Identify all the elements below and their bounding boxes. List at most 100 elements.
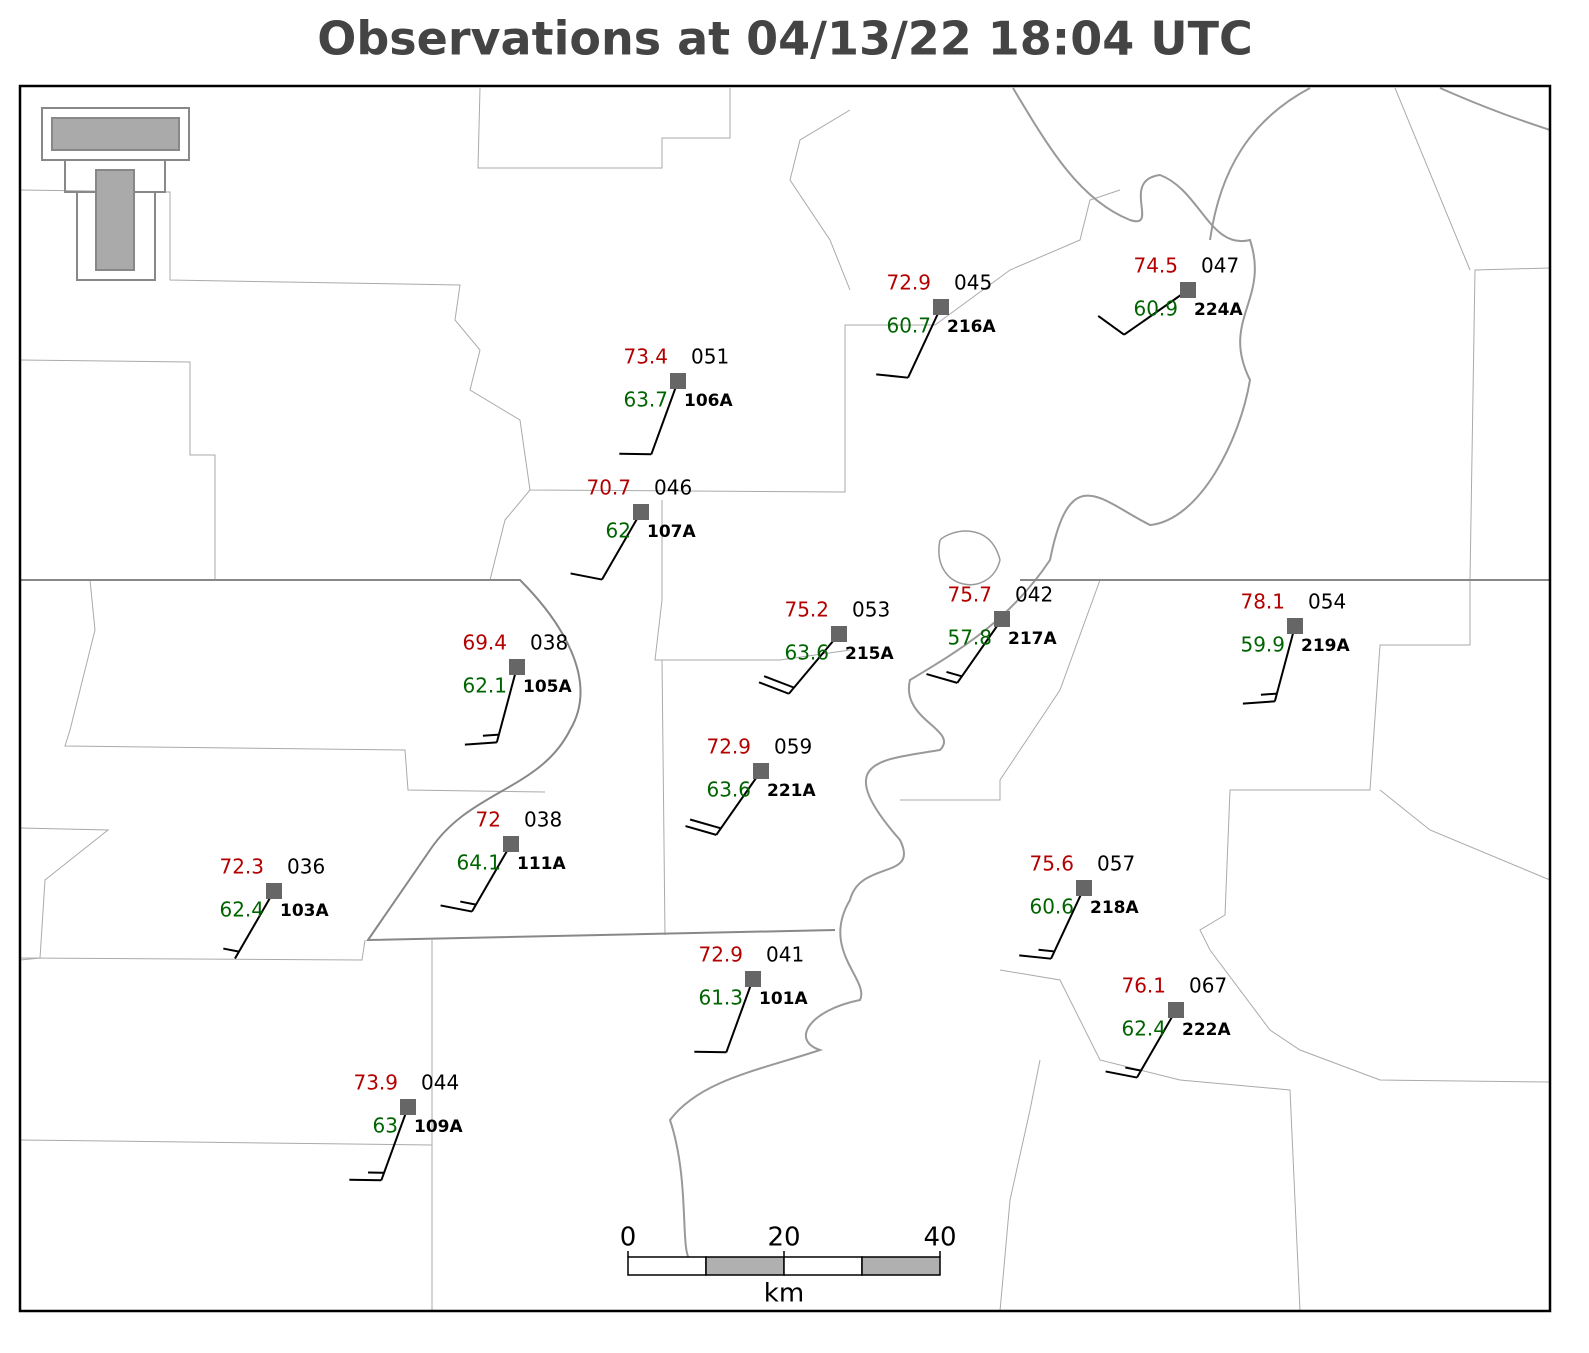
wind-barb	[1039, 950, 1055, 952]
station-id: 111A	[517, 854, 566, 874]
dewpoint: 63.6	[784, 641, 829, 665]
station-marker	[266, 883, 282, 899]
station-marker	[933, 299, 949, 315]
wind-barb	[460, 902, 476, 905]
map-frame	[20, 86, 1550, 1311]
station-marker	[994, 611, 1010, 627]
station-id: 217A	[1008, 629, 1057, 649]
station-id: 109A	[414, 1117, 463, 1137]
county-line	[20, 360, 215, 580]
temperature: 74.5	[1133, 254, 1178, 278]
temperature: 72.9	[886, 271, 931, 295]
scale-bar: 0 20 40 km	[620, 1223, 957, 1309]
pressure: 067	[1189, 974, 1227, 998]
wind-barb	[465, 742, 497, 744]
wind-barb	[1098, 316, 1124, 335]
wind-barb	[619, 454, 651, 455]
station-id: 103A	[280, 901, 329, 921]
station-marker	[400, 1099, 416, 1115]
pressure: 045	[954, 271, 992, 295]
county-line	[662, 660, 665, 935]
scale-segment	[784, 1257, 862, 1275]
dewpoint: 59.9	[1240, 633, 1285, 657]
pressure: 051	[691, 345, 729, 369]
station-id: 101A	[759, 989, 808, 1009]
scale-segment	[706, 1257, 784, 1275]
temperature: 72	[476, 808, 501, 832]
station-marker	[1180, 282, 1196, 298]
county-line	[790, 110, 850, 290]
scale-label: 0	[620, 1223, 637, 1253]
station-marker	[670, 373, 686, 389]
temperature: 73.9	[353, 1071, 398, 1095]
county-line	[478, 88, 730, 168]
scale-unit: km	[764, 1279, 804, 1309]
station-id: 106A	[684, 391, 733, 411]
county-line	[1380, 790, 1550, 880]
temperature: 72.3	[219, 855, 264, 879]
temperature: 75.2	[784, 598, 829, 622]
basemap	[20, 86, 1550, 1311]
dewpoint: 57.8	[947, 626, 992, 650]
wind-barb	[876, 374, 908, 377]
state-border	[20, 580, 835, 940]
scale-segment	[862, 1257, 940, 1275]
wind-barb	[441, 905, 472, 911]
scale-label: 20	[767, 1223, 800, 1253]
temperature: 76.1	[1121, 974, 1166, 998]
dewpoint: 60.7	[886, 314, 931, 338]
wind-barb	[686, 826, 717, 835]
wind-barb	[1019, 955, 1051, 958]
dewpoint: 64.1	[456, 851, 501, 875]
station-marker	[831, 626, 847, 642]
temperature: 69.4	[462, 631, 507, 655]
county-line	[20, 190, 1120, 492]
station-id: 222A	[1182, 1020, 1231, 1040]
wind-barb	[223, 949, 239, 952]
pressure: 036	[287, 855, 325, 879]
dewpoint: 60.9	[1133, 297, 1178, 321]
dewpoint: 62.4	[1121, 1017, 1166, 1041]
dewpoint: 63	[373, 1114, 398, 1138]
station-marker	[1076, 880, 1092, 896]
wind-barb	[690, 820, 721, 829]
pressure: 054	[1308, 590, 1346, 614]
station-marker	[1287, 618, 1303, 634]
pressure: 042	[1015, 583, 1053, 607]
logo-stem	[96, 170, 134, 270]
logo	[42, 108, 189, 280]
station-marker	[745, 971, 761, 987]
dewpoint: 60.6	[1029, 895, 1074, 919]
station-id: 221A	[767, 781, 816, 801]
station-id: 105A	[523, 677, 572, 697]
temperature: 72.9	[698, 943, 743, 967]
station-marker	[503, 836, 519, 852]
pressure: 038	[530, 631, 568, 655]
scale-label: 40	[923, 1223, 956, 1253]
station-marker	[753, 763, 769, 779]
dewpoint: 61.3	[698, 986, 743, 1010]
pressure: 059	[774, 735, 812, 759]
temperature: 70.7	[586, 476, 631, 500]
pressure: 046	[654, 476, 692, 500]
pressure: 053	[852, 598, 890, 622]
station-id: 215A	[845, 644, 894, 664]
wind-barb	[927, 674, 958, 683]
dewpoint: 62.1	[462, 674, 507, 698]
county-line	[1470, 268, 1550, 580]
wind-barb	[694, 1052, 726, 1053]
wind-barb	[1106, 1071, 1137, 1077]
dewpoint: 62	[606, 519, 631, 543]
county-line	[1000, 1060, 1040, 1311]
river	[1440, 88, 1550, 130]
pressure: 044	[421, 1071, 459, 1095]
pressure: 057	[1097, 852, 1135, 876]
logo-bar	[52, 118, 179, 150]
station-marker	[633, 504, 649, 520]
wind-barb	[946, 672, 961, 676]
station-marker	[509, 659, 525, 675]
station-id: 224A	[1194, 300, 1243, 320]
county-line	[1395, 88, 1470, 270]
station-id: 219A	[1301, 636, 1350, 656]
station-id: 216A	[947, 317, 996, 337]
